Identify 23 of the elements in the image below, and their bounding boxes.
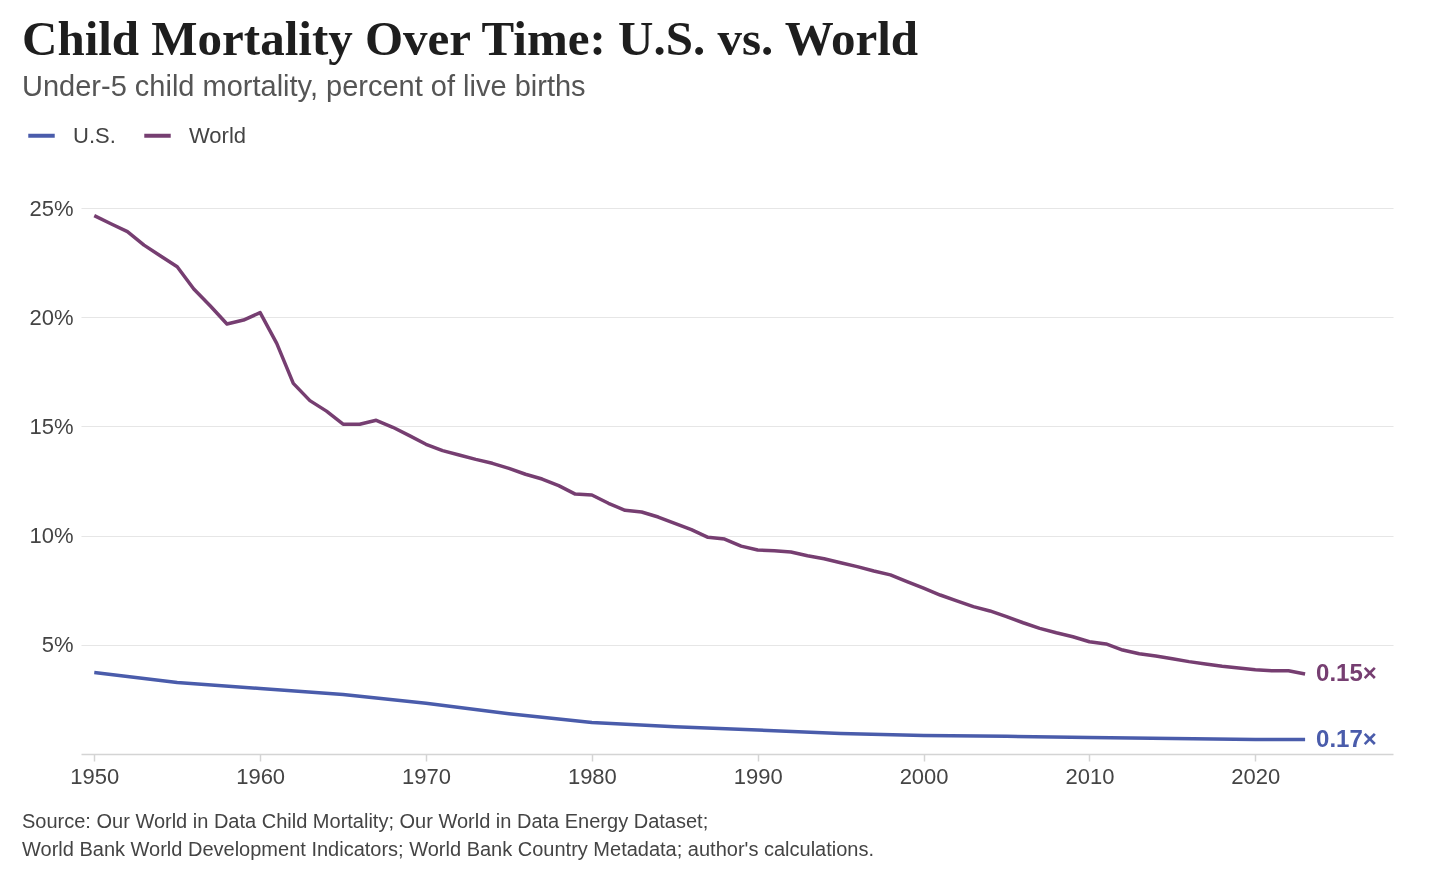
legend-label: U.S. bbox=[73, 122, 116, 148]
x-tick-label: 1970 bbox=[402, 763, 451, 789]
line-series bbox=[92, 213, 1307, 676]
x-tick-label: 2000 bbox=[899, 763, 949, 789]
x-tick-label: 2020 bbox=[1231, 763, 1281, 789]
x-tick-label: 1980 bbox=[567, 763, 617, 789]
text: World Bank World Development Indicators; World Bank Country Metadata; author's calculations. bbox=[22, 838, 875, 860]
chart-subtitle: Under-5 child mortality, percent of live births bbox=[22, 70, 586, 102]
x-tick-label: 1990 bbox=[733, 763, 783, 789]
x-tick-label: 2010 bbox=[1065, 763, 1115, 789]
x-tick-label: 1950 bbox=[70, 763, 120, 789]
annotation: 0.17× bbox=[1316, 724, 1377, 752]
y-tick-label: 15% bbox=[29, 413, 74, 439]
line-series bbox=[92, 670, 1307, 742]
y-tick-label: 10% bbox=[29, 523, 74, 549]
legend-label: World bbox=[189, 122, 247, 148]
annotation: 0.15× bbox=[1316, 659, 1377, 687]
source-note: Source: Our World in Data Child Mortality; Our World in Data Energy Dataset; bbox=[22, 810, 709, 832]
y-tick-label: 25% bbox=[29, 195, 74, 221]
y-tick-label: 5% bbox=[41, 632, 74, 658]
chart-title: Child Mortality Over Time: U.S. vs. World bbox=[22, 11, 919, 66]
y-tick-label: 20% bbox=[29, 304, 74, 330]
x-tick-label: 1960 bbox=[236, 763, 286, 789]
